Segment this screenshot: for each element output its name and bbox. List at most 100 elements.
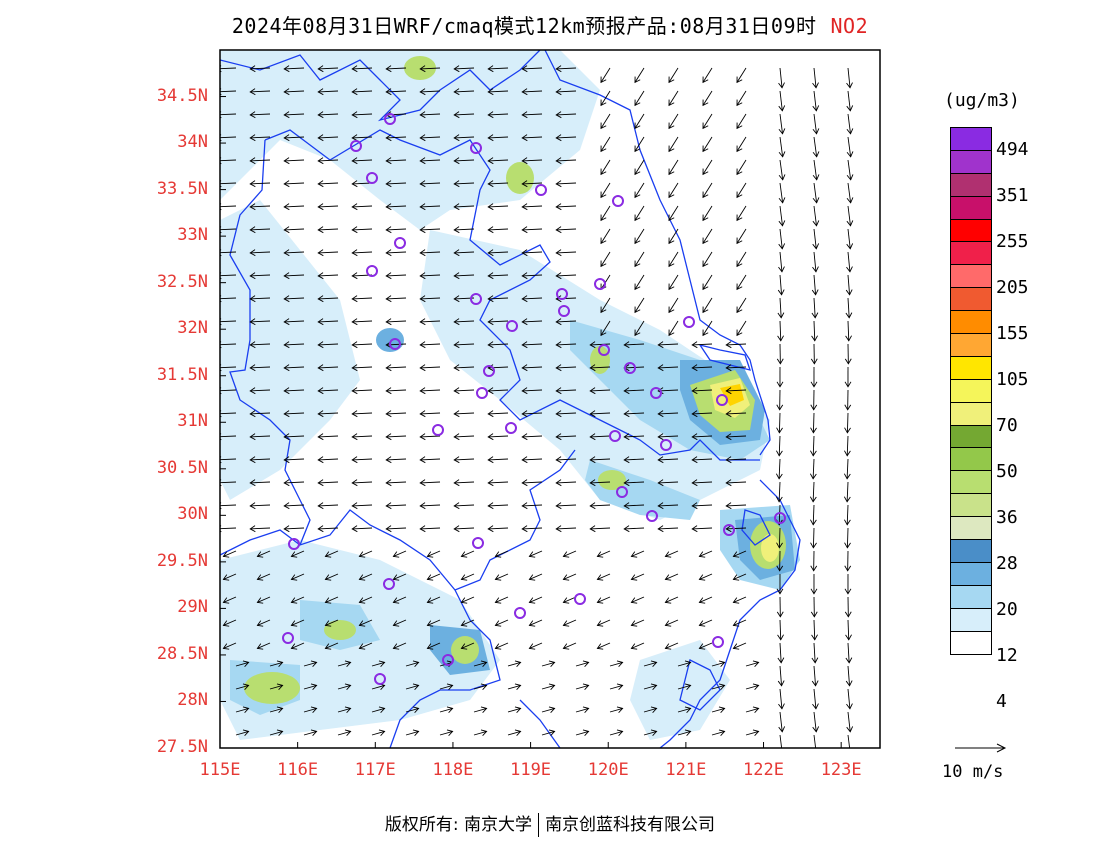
station-marker bbox=[394, 237, 406, 249]
wind-arrow bbox=[630, 550, 645, 558]
legend-color-cell bbox=[951, 356, 991, 380]
wind-arrow bbox=[657, 410, 679, 418]
wind-arrow bbox=[392, 642, 407, 650]
wind-arrow bbox=[521, 525, 543, 533]
wind-arrow bbox=[256, 573, 271, 581]
wind-arrow bbox=[521, 433, 543, 441]
legend-color-cell bbox=[951, 608, 991, 632]
wind-arrow bbox=[220, 180, 237, 188]
wind-arrow bbox=[290, 573, 305, 581]
legend-color-cell bbox=[951, 311, 991, 335]
wind-arrow bbox=[439, 706, 454, 713]
station-marker bbox=[383, 578, 395, 590]
wind-scale-arrow bbox=[955, 743, 1007, 753]
wind-arrow bbox=[220, 341, 237, 349]
wind-arrow bbox=[810, 527, 817, 549]
wind-arrow bbox=[668, 67, 679, 84]
wind-arrow bbox=[324, 642, 339, 650]
wind-arrow bbox=[371, 729, 386, 736]
wind-arrow bbox=[385, 249, 407, 257]
wind-arrow bbox=[776, 389, 784, 411]
wind-arrow bbox=[487, 479, 509, 487]
wind-arrow bbox=[419, 295, 441, 303]
legend-color-cell bbox=[951, 265, 991, 289]
wind-arrow bbox=[453, 456, 475, 464]
wind-arrow bbox=[487, 525, 509, 533]
wind-arrow bbox=[392, 573, 407, 581]
wind-arrow bbox=[269, 683, 284, 690]
wind-arrow bbox=[426, 573, 441, 581]
wind-arrow bbox=[634, 159, 645, 176]
wind-arrow bbox=[555, 65, 577, 73]
wind-arrow bbox=[844, 573, 852, 595]
wind-arrow bbox=[521, 410, 543, 418]
station-marker bbox=[288, 538, 300, 550]
wind-arrow bbox=[487, 180, 509, 188]
wind-arrow bbox=[324, 573, 339, 581]
wind-arrow bbox=[487, 111, 509, 119]
lon-tick-label: 117E bbox=[354, 760, 396, 780]
wind-arrow bbox=[317, 433, 339, 441]
wind-arrow bbox=[351, 295, 373, 303]
station-marker bbox=[384, 113, 396, 125]
wind-arrow bbox=[358, 619, 373, 627]
wind-arrow bbox=[220, 111, 237, 119]
station-marker bbox=[712, 636, 724, 648]
wind-arrow bbox=[371, 660, 386, 667]
wind-arrow bbox=[249, 272, 271, 280]
wind-arrow bbox=[303, 660, 318, 667]
station-marker bbox=[432, 424, 444, 436]
wind-arrow bbox=[562, 642, 577, 650]
wind-arrow bbox=[249, 318, 271, 326]
station-marker bbox=[506, 320, 518, 332]
color-legend bbox=[950, 127, 992, 656]
wind-arrow bbox=[303, 729, 318, 736]
wind-arrow bbox=[810, 435, 817, 457]
wind-arrow bbox=[711, 729, 726, 736]
wind-arrow bbox=[283, 203, 305, 211]
wind-arrow bbox=[521, 502, 543, 510]
wind-arrow bbox=[419, 364, 441, 372]
wind-arrow bbox=[220, 479, 237, 487]
wind-arrow bbox=[256, 619, 271, 627]
wind-arrow bbox=[439, 729, 454, 736]
wind-arrow bbox=[691, 502, 713, 510]
wind-arrow bbox=[405, 660, 420, 667]
lon-tick-label: 123E bbox=[820, 760, 862, 780]
wind-arrow bbox=[575, 683, 590, 690]
wind-arrow bbox=[702, 320, 713, 337]
wind-arrow bbox=[392, 550, 407, 558]
wind-arrow bbox=[317, 456, 339, 464]
wind-arrow bbox=[453, 525, 475, 533]
wind-arrow bbox=[283, 525, 305, 533]
wind-arrow bbox=[702, 67, 713, 84]
wind-arrow bbox=[385, 456, 407, 464]
wind-arrow bbox=[843, 458, 851, 480]
wind-arrow bbox=[487, 433, 509, 441]
wind-arrow bbox=[702, 182, 713, 199]
wind-arrow bbox=[555, 433, 577, 441]
border-line bbox=[220, 50, 541, 122]
legend-value-label: 12 bbox=[996, 645, 1018, 666]
wind-arrow bbox=[846, 90, 854, 112]
wind-arrow bbox=[351, 341, 373, 349]
wind-arrow bbox=[725, 410, 747, 418]
wind-arrow bbox=[385, 88, 407, 96]
wind-arrow bbox=[453, 341, 475, 349]
lat-tick-label: 30.5N bbox=[156, 457, 208, 478]
legend-value-label: 155 bbox=[996, 323, 1029, 344]
wind-arrow bbox=[351, 410, 373, 418]
wind-arrow bbox=[351, 364, 373, 372]
legend-color-cell bbox=[951, 242, 991, 266]
wind-arrow bbox=[776, 412, 783, 434]
wind-arrow bbox=[623, 456, 645, 464]
wind-arrow bbox=[494, 573, 509, 581]
wind-arrow bbox=[453, 65, 475, 73]
wind-arrow bbox=[528, 573, 543, 581]
wind-arrow bbox=[555, 272, 577, 280]
station-marker bbox=[598, 344, 610, 356]
concentration-area-west bbox=[220, 200, 360, 500]
wind-arrow bbox=[351, 203, 373, 211]
wind-arrow bbox=[810, 573, 818, 595]
wind-arrow bbox=[844, 504, 851, 526]
